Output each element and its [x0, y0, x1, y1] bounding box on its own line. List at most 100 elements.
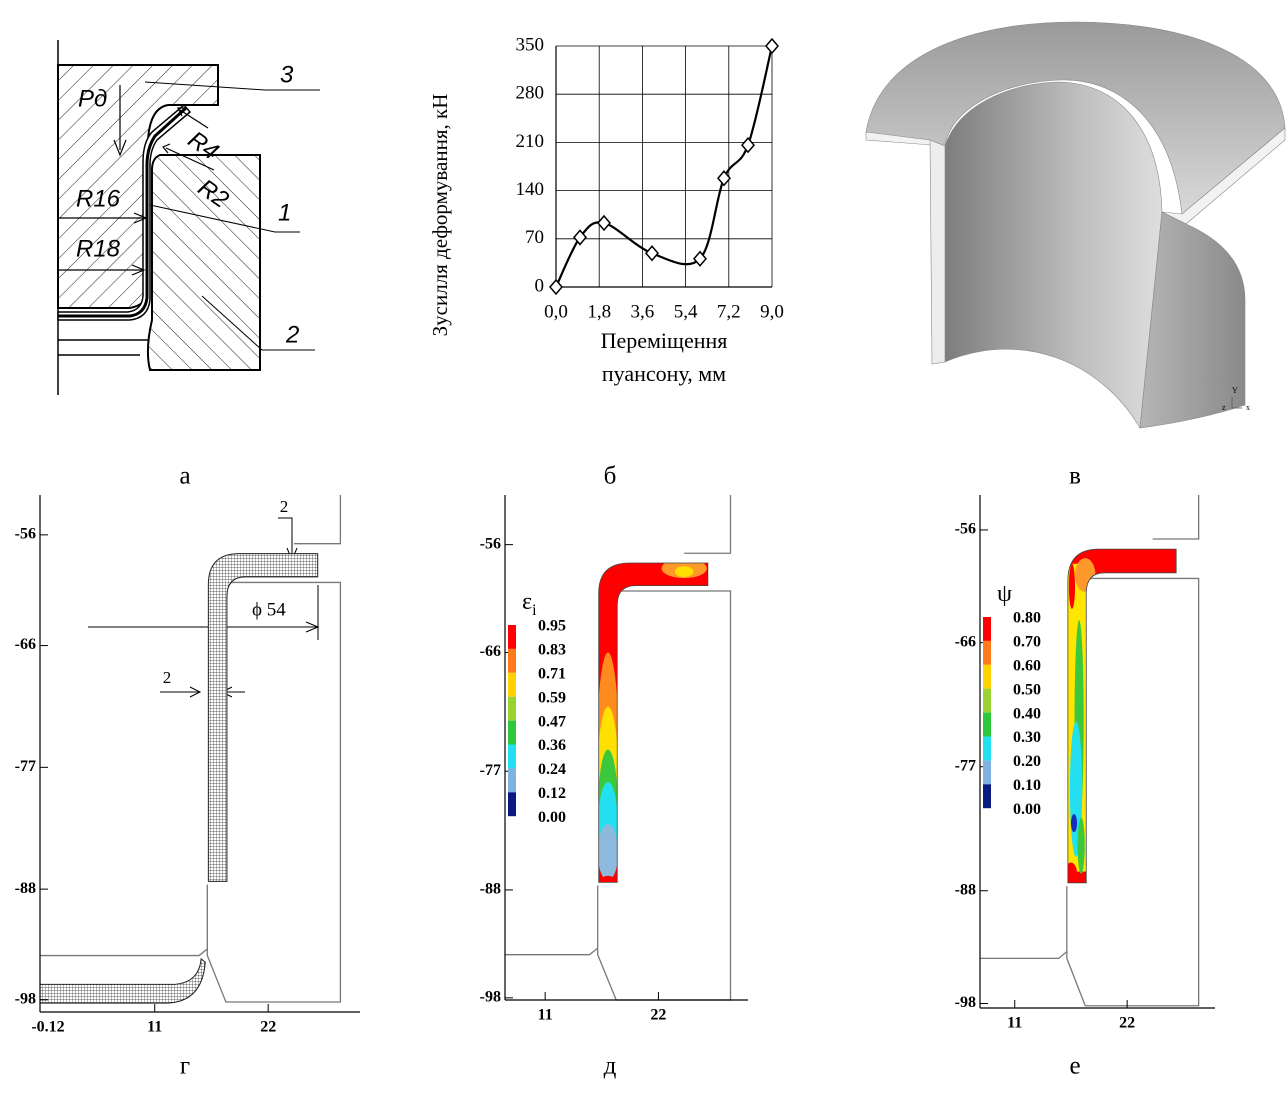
- punch-outline: [293, 495, 342, 545]
- legend-subscript: i: [532, 602, 537, 619]
- workpiece-mesh: [207, 553, 319, 882]
- panel-g-dimensions: [88, 517, 320, 698]
- colorbar-label: 0.00: [1013, 801, 1041, 818]
- dimension-label: 2: [280, 497, 289, 516]
- y-axis-label: Зусилля деформування, кН: [428, 94, 452, 337]
- panel-label: г: [180, 1053, 190, 1080]
- colorbar-label: 0.95: [538, 618, 566, 635]
- y-tick-label: -88: [15, 880, 36, 897]
- axis-triad: [1231, 397, 1242, 409]
- data-point: [693, 250, 707, 267]
- contour-region: [1067, 862, 1078, 883]
- colorbar-swatch: [983, 617, 991, 641]
- contour-fill: [1067, 549, 1177, 883]
- legend-symbol: ψ: [997, 581, 1012, 607]
- contour-region: [1068, 563, 1076, 609]
- drawing-label: R16: [76, 185, 121, 212]
- y-tick-label: -98: [955, 994, 976, 1011]
- y-tick-label: -66: [480, 643, 501, 660]
- y-tick-label: 280: [516, 83, 545, 104]
- y-tick-label: -56: [15, 526, 36, 543]
- panel-label: е: [1069, 1053, 1080, 1080]
- x-axis-label: пуансону, мм: [602, 361, 726, 386]
- x-tick-label: 22: [650, 1007, 666, 1024]
- panel-a-drawing: [57, 40, 320, 395]
- drawing-label: 2: [285, 321, 299, 348]
- panel-label: б: [604, 463, 617, 490]
- axis-triad-label: x: [1246, 403, 1250, 412]
- x-tick-label: 0,0: [544, 301, 568, 322]
- x-tick-label: 1,8: [587, 301, 611, 322]
- y-tick-label: -88: [955, 881, 976, 898]
- workpiece-outline: [1067, 548, 1177, 884]
- y-tick-label: -77: [15, 758, 36, 775]
- contour-region: [598, 824, 619, 881]
- data-point: [717, 170, 731, 187]
- colorbar-swatch: [983, 664, 991, 689]
- x-tick-label: 11: [1007, 1015, 1022, 1032]
- data-point: [549, 278, 563, 296]
- dimension-label: ϕ 54: [252, 599, 286, 620]
- colorbar-swatch: [983, 688, 991, 713]
- colorbar-swatch: [508, 648, 516, 673]
- colorbar-swatch: [983, 640, 991, 665]
- contour-region: [674, 566, 694, 578]
- data-point: [573, 229, 587, 246]
- colorbar-swatch: [508, 792, 516, 817]
- drawing-label: R18: [76, 235, 121, 262]
- x-tick-label: 5,4: [674, 301, 698, 322]
- colorbar-label: 0.71: [538, 665, 566, 682]
- x-tick-label: 22: [1119, 1015, 1135, 1032]
- drawing-label: Pд: [78, 85, 107, 112]
- data-point: [645, 245, 659, 262]
- x-axis-label: Переміщення: [601, 328, 728, 353]
- colorbar-label: 0.20: [1013, 753, 1041, 770]
- drawing-label: 3: [280, 61, 294, 88]
- colorbar-swatch: [508, 744, 516, 769]
- holder-outline: [505, 947, 599, 956]
- y-tick-label: 210: [516, 131, 545, 152]
- colorbar-swatch: [983, 784, 991, 809]
- contour-region: [1070, 814, 1078, 833]
- y-tick-label: -98: [480, 989, 501, 1006]
- panel-label: в: [1069, 463, 1081, 490]
- colorbar-label: 0.12: [538, 785, 566, 802]
- axis-triad-label: z: [1222, 403, 1226, 412]
- y-tick-label: -77: [480, 762, 501, 779]
- y-tick-label: 140: [516, 179, 545, 200]
- x-tick-label: 22: [260, 1019, 276, 1036]
- y-tick-label: -98: [15, 990, 36, 1007]
- holder-outline: [980, 951, 1068, 960]
- dimension-label: 2: [163, 668, 172, 687]
- y-tick-label: -56: [955, 521, 976, 538]
- colorbar-label: 0.47: [538, 713, 566, 730]
- contour-region: [1075, 558, 1096, 592]
- y-tick-label: 70: [525, 227, 544, 248]
- contour-fill: [598, 562, 708, 883]
- data-point: [597, 214, 611, 232]
- colorbar-label: 0.40: [1013, 705, 1041, 722]
- blank-mesh: [39, 957, 206, 1004]
- punch-outline: [1152, 495, 1200, 540]
- x-tick-label: 7,2: [717, 301, 741, 322]
- colorbar-swatch: [508, 720, 516, 745]
- colorbar-label: 0.24: [538, 761, 566, 778]
- legend-symbol: ε: [522, 589, 532, 615]
- colorbar-label: 0.50: [1013, 681, 1041, 698]
- x-tick-label: 3,6: [631, 301, 655, 322]
- colorbar-label: 0.30: [1013, 729, 1041, 746]
- colorbar-label: 0.59: [538, 689, 566, 706]
- x-tick-label: 11: [147, 1019, 162, 1036]
- data-point: [765, 37, 779, 55]
- workpiece-outline: [598, 562, 709, 883]
- x-tick-label: 9,0: [760, 301, 784, 322]
- colorbar-label: 0.00: [538, 809, 566, 826]
- y-tick-label: -88: [480, 881, 501, 898]
- colorbar-label: 0.60: [1013, 657, 1041, 674]
- colorbar-swatch: [983, 760, 991, 785]
- y-tick-label: -56: [480, 535, 501, 552]
- contour-region: [1077, 817, 1085, 874]
- colorbar-swatch: [508, 625, 516, 649]
- colorbar-title: εi: [522, 589, 537, 619]
